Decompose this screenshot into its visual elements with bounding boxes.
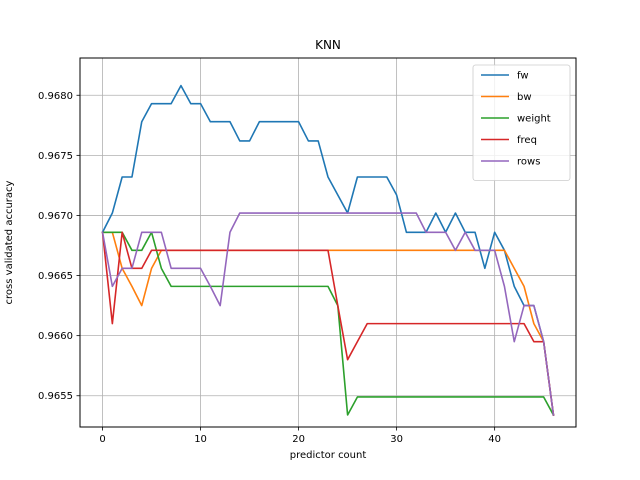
- y-axis-label: cross validated accuracy: [4, 180, 15, 304]
- series-line-fw: [101, 84, 555, 416]
- y-tick-label: 0.9680: [38, 91, 73, 102]
- legend-label-freq: freq: [517, 135, 537, 146]
- series-line-weight: [101, 231, 555, 417]
- x-tick-label: 20: [292, 434, 305, 445]
- chart-title: KNN: [315, 38, 341, 52]
- x-axis-label: predictor count: [290, 450, 367, 461]
- y-tick-label: 0.9665: [38, 271, 73, 282]
- legend-label-bw: bw: [517, 92, 532, 103]
- series-line-rows: [101, 212, 555, 416]
- x-tick-label: 0: [99, 434, 105, 445]
- legend: fw bw weight freq rows: [472, 64, 571, 181]
- y-tick-label: 0.9670: [38, 211, 73, 222]
- legend-box: [472, 64, 571, 181]
- series-line-freq: [101, 231, 555, 416]
- y-tick-label: 0.9675: [38, 151, 73, 162]
- x-tick-label: 30: [390, 434, 403, 445]
- series-group: [101, 84, 555, 417]
- plot-frame: [79, 57, 577, 428]
- legend-label-fw: fw: [517, 71, 529, 82]
- x-tick-label: 40: [488, 434, 501, 445]
- legend-label-weight: weight: [517, 114, 551, 125]
- y-tick-label: 0.9660: [38, 331, 73, 342]
- y-tick-label: 0.9655: [38, 391, 73, 402]
- x-tick-label: 10: [194, 434, 207, 445]
- ticks: 0 10 20 30 40 0.9655 0.9660 0.9665 0.9670 0.9675 0…: [38, 91, 501, 445]
- legend-label-rows: rows: [517, 157, 540, 168]
